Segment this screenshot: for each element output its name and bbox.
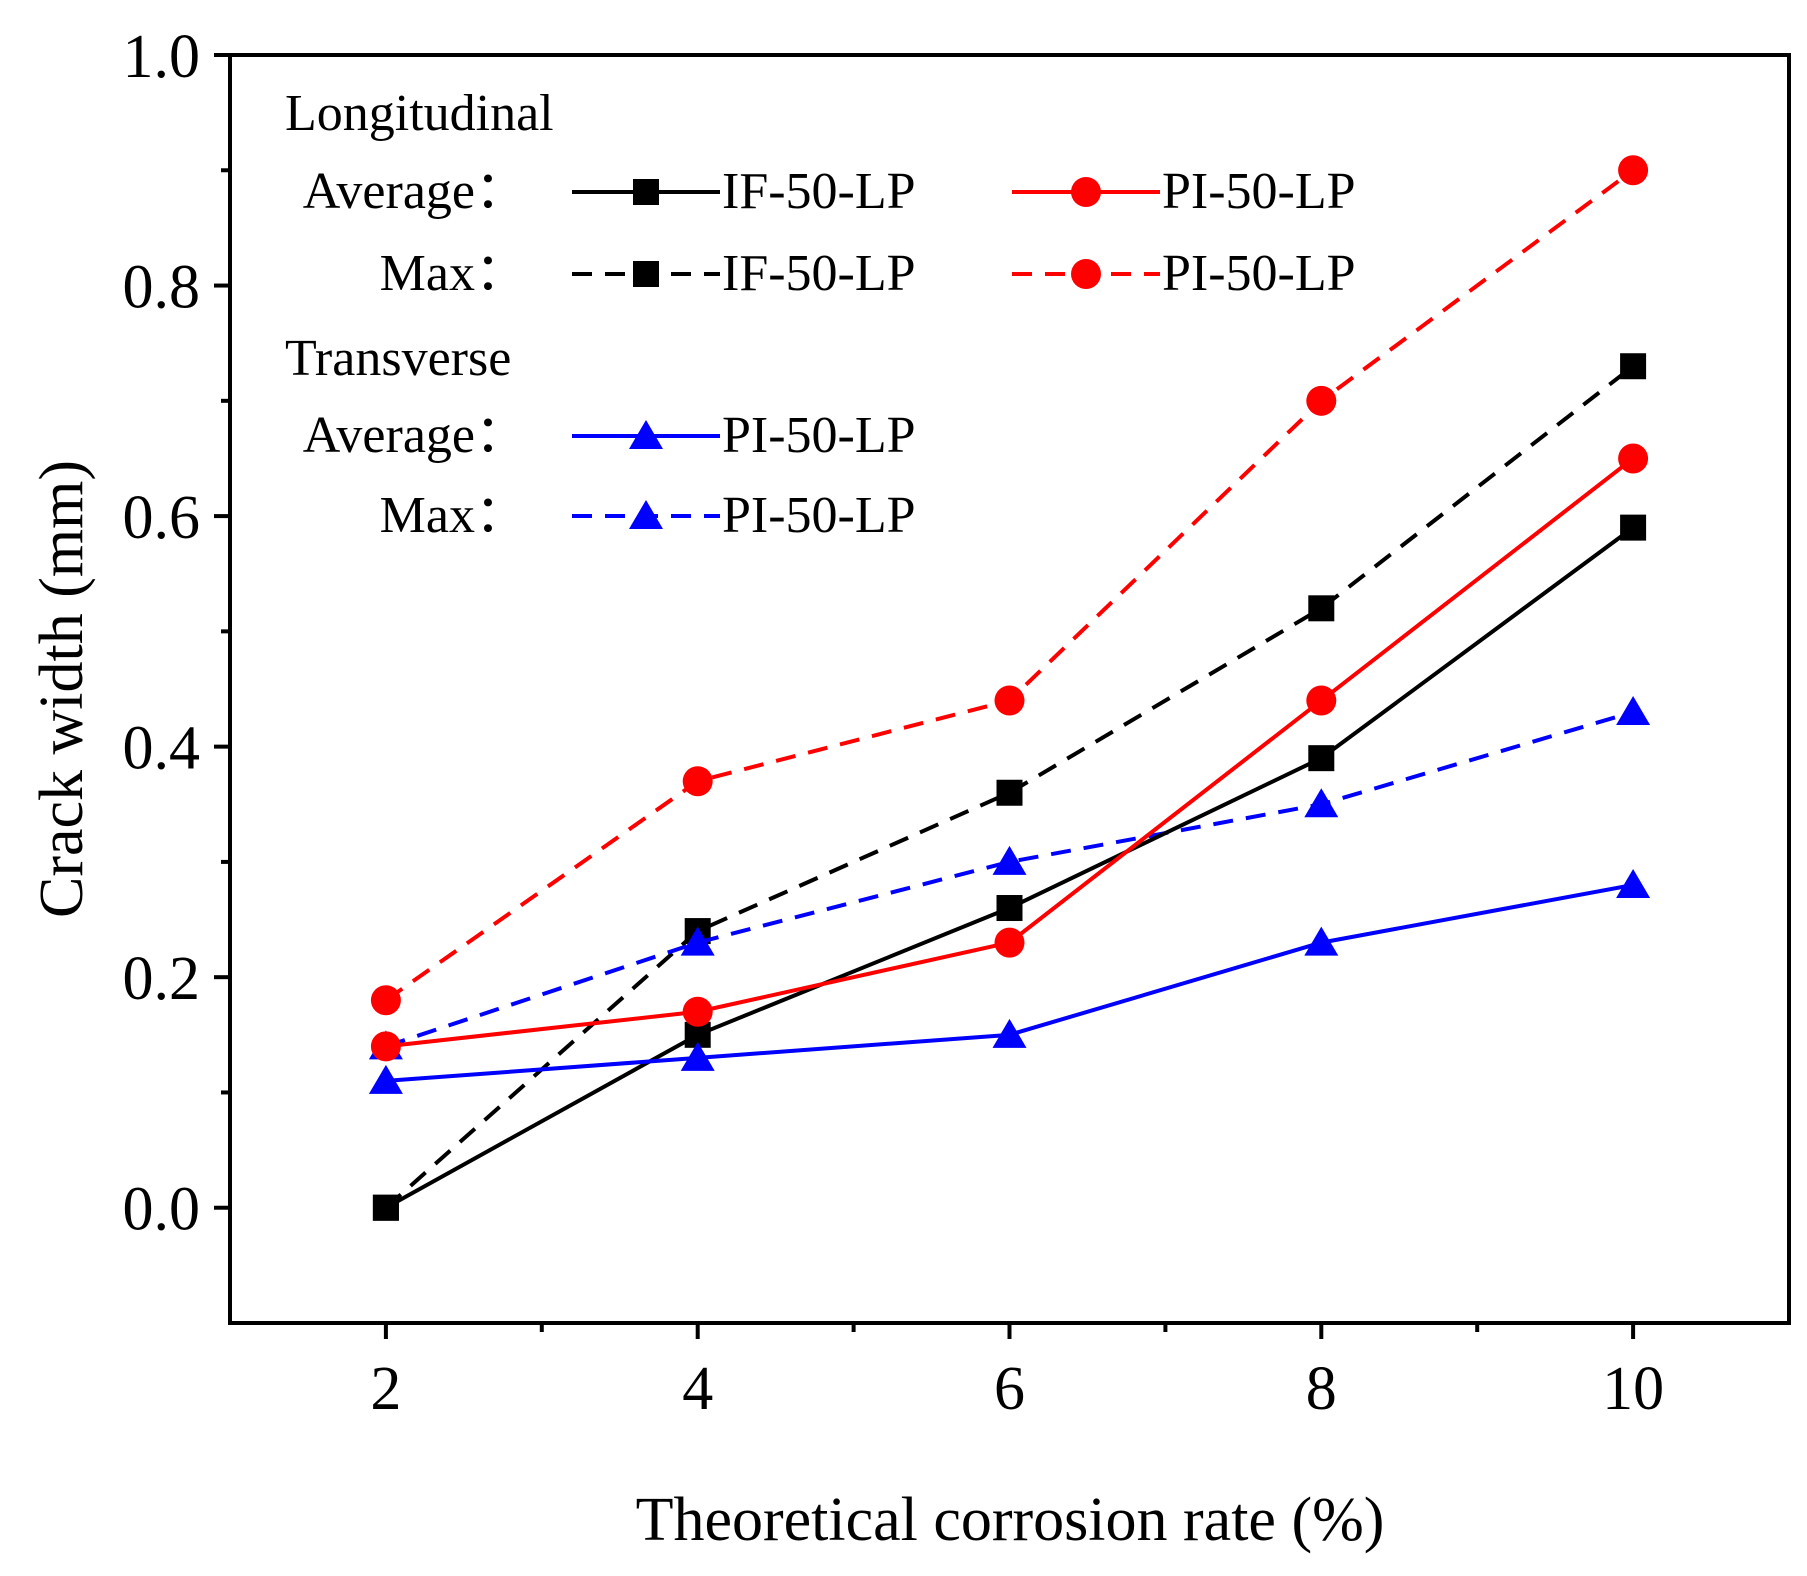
data-point-long-avg-pi: [1306, 685, 1337, 716]
x-tick-label: 6: [994, 1355, 1025, 1423]
data-point-trans-max-pi: [1616, 696, 1651, 726]
x-tick-label: 2: [370, 1355, 401, 1423]
data-point-long-max-if: [1308, 595, 1335, 622]
legend-entry-long-avg-pi: PI-50-LP: [1012, 163, 1356, 220]
data-point-long-max-if: [996, 779, 1023, 806]
series-line-trans-max-pi: [385, 710, 1634, 1049]
data-point-long-max-pi: [1618, 155, 1649, 186]
data-point-trans-max-pi: [992, 845, 1027, 875]
data-point-long-max-pi: [370, 985, 401, 1016]
y-axis-title: Crack width (mm): [28, 460, 96, 918]
legend: Longitudinal Transverse Average： IF-50-LP PI…: [285, 85, 1356, 544]
legend-marker-long-avg-pi: [1071, 177, 1101, 207]
legend-row-label-long-average: Average：: [303, 163, 527, 220]
data-point-long-max-pi: [994, 685, 1025, 716]
legend-entry-long-avg-if: IF-50-LP: [572, 163, 916, 220]
legend-label-trans-max-pi: PI-50-LP: [722, 487, 916, 544]
legend-heading-longitudinal: Longitudinal: [285, 85, 554, 142]
y-tick-label: 0.6: [123, 484, 201, 552]
legend-label-long-avg-pi: PI-50-LP: [1162, 163, 1356, 220]
data-point-trans-avg-pi: [992, 1018, 1027, 1048]
data-point-trans-avg-pi: [1616, 868, 1651, 898]
data-point-long-avg-if: [372, 1194, 399, 1221]
x-axis-title: Theoretical corrosion rate (%): [636, 1486, 1385, 1554]
x-axis: 2 4 6 8 10: [370, 1323, 1664, 1423]
data-point-long-avg-if: [1620, 514, 1647, 541]
x-tick-label: 10: [1602, 1355, 1664, 1423]
legend-label-long-max-pi: PI-50-LP: [1162, 245, 1356, 302]
legend-marker-long-max-pi: [1071, 259, 1101, 289]
series-trans-avg-pi: [368, 868, 1651, 1094]
x-tick-label: 8: [1306, 1355, 1337, 1423]
legend-heading-transverse: Transverse: [285, 330, 511, 387]
y-tick-label: 0.2: [123, 945, 201, 1013]
series-line-long-max-pi: [384, 168, 1635, 1002]
legend-marker-long-avg-if: [633, 179, 659, 205]
data-point-long-max-pi: [682, 766, 713, 797]
legend-entry-trans-avg-pi: PI-50-LP: [572, 407, 916, 464]
data-point-long-max-pi: [1306, 385, 1337, 416]
data-point-long-avg-if: [1308, 745, 1335, 772]
legend-entry-long-max-pi: PI-50-LP: [1012, 245, 1356, 302]
series-long-avg-pi: [370, 443, 1649, 1062]
data-point-long-avg-pi: [994, 927, 1025, 958]
data-point-long-avg-pi: [682, 996, 713, 1027]
legend-entry-trans-max-pi: PI-50-LP: [572, 487, 916, 544]
data-point-trans-max-pi: [680, 926, 715, 956]
data-point-long-avg-pi: [1618, 443, 1649, 474]
series-line-long-avg-pi: [385, 456, 1635, 1049]
legend-marker-trans-max-pi: [629, 500, 663, 529]
series-layer: [368, 155, 1651, 1221]
legend-row-label-long-max: Max：: [380, 245, 527, 302]
legend-label-long-avg-if: IF-50-LP: [722, 163, 916, 220]
y-tick-label: 0.4: [123, 715, 201, 783]
legend-label-long-max-if: IF-50-LP: [722, 245, 916, 302]
y-axis: 0.0 0.2 0.4 0.6 0.8 1.0: [123, 23, 230, 1244]
y-tick-label: 1.0: [123, 23, 201, 91]
legend-entry-long-max-if: IF-50-LP: [572, 245, 916, 302]
y-tick-label: 0.8: [123, 254, 201, 322]
series-long-max-if: [372, 353, 1647, 1221]
data-point-long-avg-pi: [370, 1031, 401, 1062]
data-point-trans-avg-pi: [680, 1041, 715, 1071]
data-point-long-max-if: [1620, 353, 1647, 380]
series-long-max-pi: [370, 155, 1649, 1016]
data-point-trans-avg-pi: [1304, 926, 1339, 956]
data-point-trans-max-pi: [1304, 788, 1339, 818]
legend-marker-trans-avg-pi: [629, 420, 663, 449]
legend-marker-long-max-if: [633, 261, 659, 287]
legend-row-label-trans-max: Max：: [380, 487, 527, 544]
data-point-trans-avg-pi: [368, 1064, 403, 1094]
legend-label-trans-avg-pi: PI-50-LP: [722, 407, 916, 464]
legend-row-label-trans-average: Average：: [303, 407, 527, 464]
data-point-long-avg-if: [996, 895, 1023, 922]
x-tick-label: 4: [682, 1355, 713, 1423]
y-tick-label: 0.0: [123, 1176, 201, 1244]
